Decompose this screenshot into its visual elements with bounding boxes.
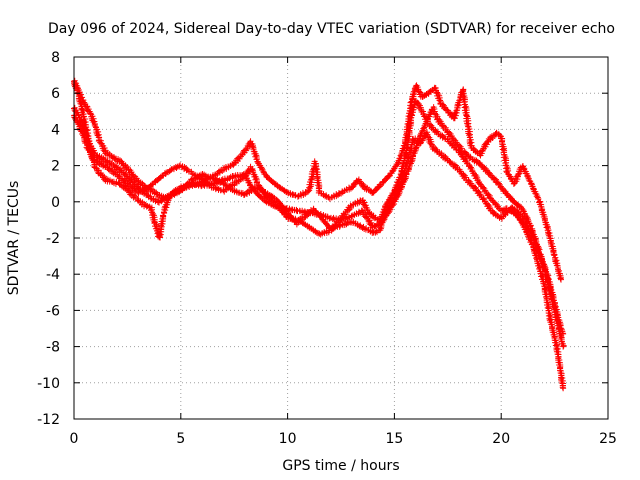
data-point bbox=[485, 191, 492, 198]
data-point bbox=[87, 110, 94, 117]
data-point bbox=[560, 342, 567, 349]
data-point bbox=[553, 262, 560, 269]
data-point bbox=[249, 143, 256, 150]
data-point bbox=[480, 195, 487, 202]
x-axis-label: GPS time / hours bbox=[282, 458, 399, 474]
data-point bbox=[289, 191, 296, 198]
y-tick-label: -4 bbox=[46, 267, 60, 283]
data-point bbox=[546, 230, 553, 237]
y-tick-label: -12 bbox=[37, 412, 60, 428]
data-point bbox=[501, 187, 508, 194]
series-trace-b bbox=[71, 104, 567, 350]
y-tick-label: 4 bbox=[51, 122, 60, 138]
data-point bbox=[248, 166, 255, 173]
x-tick-label: 5 bbox=[176, 431, 185, 447]
y-tick-label: 2 bbox=[51, 159, 60, 175]
data-point bbox=[472, 184, 479, 191]
data-point bbox=[313, 229, 320, 236]
x-tick-label: 15 bbox=[385, 431, 403, 447]
y-tick-label: 6 bbox=[51, 86, 60, 102]
data-point bbox=[379, 213, 386, 220]
data-point bbox=[112, 180, 119, 187]
data-point bbox=[412, 145, 419, 152]
chart-title: Day 096 of 2024, Sidereal Day-to-day VTE… bbox=[48, 21, 615, 37]
data-point bbox=[527, 222, 534, 229]
data-point bbox=[158, 223, 165, 230]
y-tick-label: -2 bbox=[46, 231, 60, 247]
y-tick-label: 0 bbox=[51, 195, 60, 211]
series-trace-d bbox=[71, 77, 565, 283]
data-point bbox=[397, 152, 404, 159]
data-point bbox=[365, 209, 372, 216]
data-point bbox=[484, 138, 491, 145]
data-point bbox=[226, 183, 233, 190]
data-point bbox=[560, 343, 567, 350]
data-point bbox=[293, 206, 300, 213]
x-tick-label: 0 bbox=[70, 431, 79, 447]
data-points bbox=[71, 77, 567, 392]
data-point bbox=[105, 166, 112, 173]
data-point bbox=[499, 146, 506, 153]
data-point bbox=[215, 168, 222, 175]
data-point bbox=[154, 198, 161, 205]
x-tick-label: 20 bbox=[492, 431, 510, 447]
data-point bbox=[550, 251, 557, 258]
y-tick-label: 8 bbox=[51, 50, 60, 66]
data-point bbox=[301, 220, 308, 227]
data-point bbox=[405, 154, 412, 161]
data-point bbox=[373, 227, 380, 234]
data-point bbox=[427, 140, 434, 147]
x-tick-label: 25 bbox=[599, 431, 617, 447]
data-point bbox=[554, 345, 561, 352]
data-point bbox=[542, 293, 549, 300]
y-axis-ticks: -12 -10 -8 -6 -4 -2 0 2 4 6 8 bbox=[37, 50, 608, 428]
x-axis-ticks: 0 5 10 15 20 25 bbox=[70, 57, 617, 447]
data-point bbox=[363, 213, 370, 220]
data-point bbox=[385, 209, 392, 216]
data-point bbox=[410, 88, 417, 95]
grid bbox=[74, 57, 608, 419]
data-point bbox=[305, 188, 312, 195]
y-axis-label: SDTVAR / TECUs bbox=[6, 181, 22, 296]
data-point bbox=[294, 193, 301, 200]
data-point bbox=[491, 175, 498, 182]
data-point bbox=[158, 218, 165, 225]
y-tick-label: -8 bbox=[46, 340, 60, 356]
data-point bbox=[550, 297, 557, 304]
data-point bbox=[530, 185, 537, 192]
data-point bbox=[544, 304, 551, 311]
data-point bbox=[395, 192, 402, 199]
data-point bbox=[376, 181, 383, 188]
data-point bbox=[148, 181, 155, 188]
y-tick-label: -6 bbox=[46, 303, 60, 319]
data-point bbox=[540, 280, 547, 287]
data-point bbox=[403, 131, 410, 138]
data-point bbox=[558, 276, 565, 283]
x-tick-label: 10 bbox=[279, 431, 297, 447]
data-point bbox=[246, 139, 253, 146]
data-point bbox=[558, 380, 565, 386]
data-point bbox=[560, 385, 567, 392]
data-point bbox=[560, 330, 567, 337]
y-tick-label: -10 bbox=[37, 376, 60, 392]
series-trace-c bbox=[71, 104, 567, 337]
data-point bbox=[161, 170, 168, 177]
data-point bbox=[520, 164, 527, 171]
data-point bbox=[554, 311, 561, 318]
data-point bbox=[359, 182, 366, 189]
data-point bbox=[347, 202, 354, 209]
data-point bbox=[355, 208, 362, 215]
